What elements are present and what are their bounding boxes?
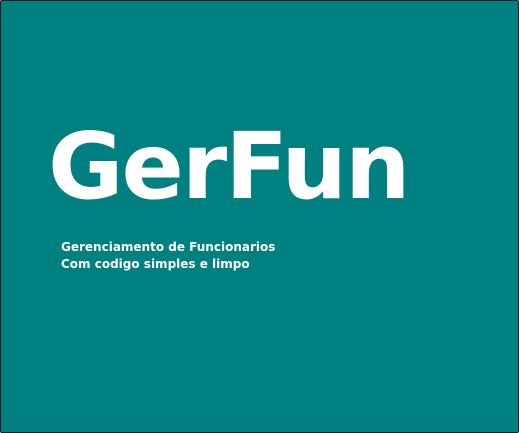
app-title: GerFun <box>48 113 411 220</box>
tagline-line-1: Gerenciamento de Funcionarios <box>61 240 276 254</box>
tagline: Gerenciamento de Funcionarios Com codigo… <box>61 239 275 273</box>
tagline-line-2: Com codigo simples e limpo <box>61 257 250 271</box>
